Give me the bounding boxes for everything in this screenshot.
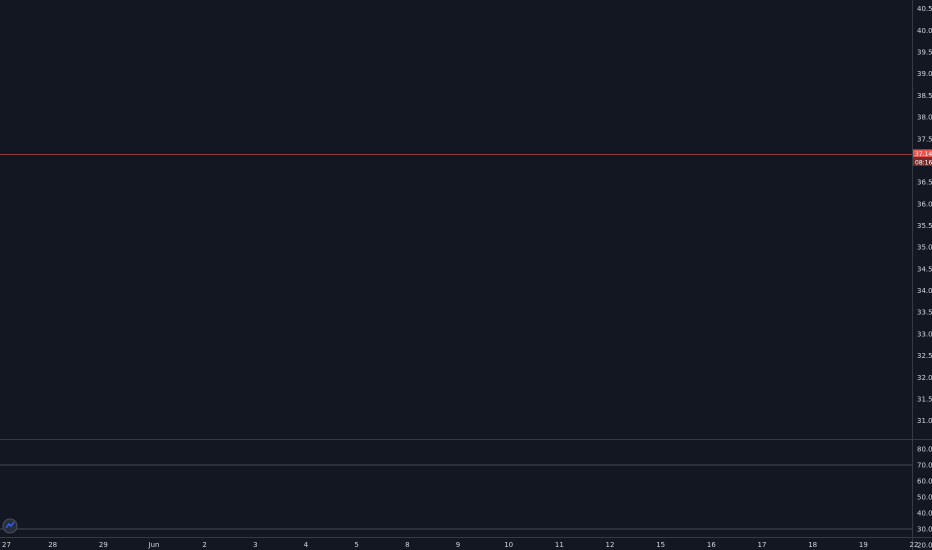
main-pane xyxy=(0,0,912,438)
price-axis[interactable]: 40.5040.0039.5039.0038.5038.0037.5037.00… xyxy=(913,5,932,425)
rsi-group[interactable] xyxy=(0,449,912,530)
rsi-tick-label: 40.00 xyxy=(917,510,932,518)
rsi-tick-label: 80.00 xyxy=(917,446,932,454)
rsi-tick-label: 20.00 xyxy=(917,542,932,550)
price-tick-label: 33.00 xyxy=(917,330,932,338)
time-tick-label: Jun xyxy=(148,541,160,549)
price-tick-label: 40.00 xyxy=(917,27,932,35)
current-price-badge xyxy=(913,149,932,158)
price-tick-label: 36.00 xyxy=(917,200,932,208)
time-tick-label: 15 xyxy=(656,541,665,549)
overlay-group[interactable] xyxy=(0,13,912,273)
time-tick-label: 3 xyxy=(253,541,257,549)
price-tick-label: 34.50 xyxy=(917,265,932,273)
rsi-tick-label: 50.00 xyxy=(917,494,932,502)
rsi-tick-label: 70.00 xyxy=(917,462,932,470)
rsi-tick-label: 30.00 xyxy=(917,526,932,534)
price-tick-label: 31.50 xyxy=(917,395,932,403)
price-tick-label: 38.50 xyxy=(917,92,932,100)
time-tick-label: 27 xyxy=(2,541,11,549)
price-tick-label: 35.00 xyxy=(917,244,932,252)
time-tick-label: 17 xyxy=(758,541,767,549)
price-tick-label: 39.50 xyxy=(917,49,932,57)
price-tick-label: 31.00 xyxy=(917,417,932,425)
rsi-axis[interactable]: 80.00 70.00 60.00 50.00 40.00 30.00 20.00 xyxy=(917,446,932,550)
price-tick-label: 32.50 xyxy=(917,352,932,360)
price-tick-label: 36.50 xyxy=(917,179,932,187)
time-tick-label: 29 xyxy=(99,541,108,549)
price-tick-label: 39.00 xyxy=(917,70,932,78)
time-tick-label: 5 xyxy=(354,541,358,549)
price-tick-label: 33.50 xyxy=(917,309,932,317)
time-tick-label: 19 xyxy=(859,541,868,549)
rsi-tick-label: 60.00 xyxy=(917,478,932,486)
current-price-badge-label: 37.14 xyxy=(915,151,932,158)
price-tick-label: 32.00 xyxy=(917,374,932,382)
time-tick-label: 10 xyxy=(504,541,513,549)
price-tick-label: 35.50 xyxy=(917,222,932,230)
price-tick-label: 37.50 xyxy=(917,135,932,143)
tradingview-logo[interactable] xyxy=(2,518,18,534)
time-tick-label: 9 xyxy=(456,541,460,549)
time-tick-label: 4 xyxy=(304,541,309,549)
time-tick-label: 11 xyxy=(555,541,564,549)
time-tick-label: 16 xyxy=(707,541,716,549)
price-tick-label: 34.00 xyxy=(917,287,932,295)
time-tick-label: 28 xyxy=(48,541,57,549)
time-tick-label: 12 xyxy=(606,541,615,549)
time-tick-label: 2 xyxy=(202,541,206,549)
time-tick-label: 22 xyxy=(910,541,919,549)
countdown-badge-label: 08:16 xyxy=(915,159,932,166)
countdown-badge xyxy=(913,157,932,166)
time-axis[interactable]: 27 28 29 Jun 2 3 4 5 8 9 10 11 12 15 16 17 18 19 22 xyxy=(2,541,918,549)
price-tick-label: 40.50 xyxy=(917,5,932,13)
rsi-pane xyxy=(0,441,912,537)
price-tick-label: 38.00 xyxy=(917,114,932,122)
time-tick-label: 18 xyxy=(808,541,817,549)
time-tick-label: 8 xyxy=(405,541,409,549)
